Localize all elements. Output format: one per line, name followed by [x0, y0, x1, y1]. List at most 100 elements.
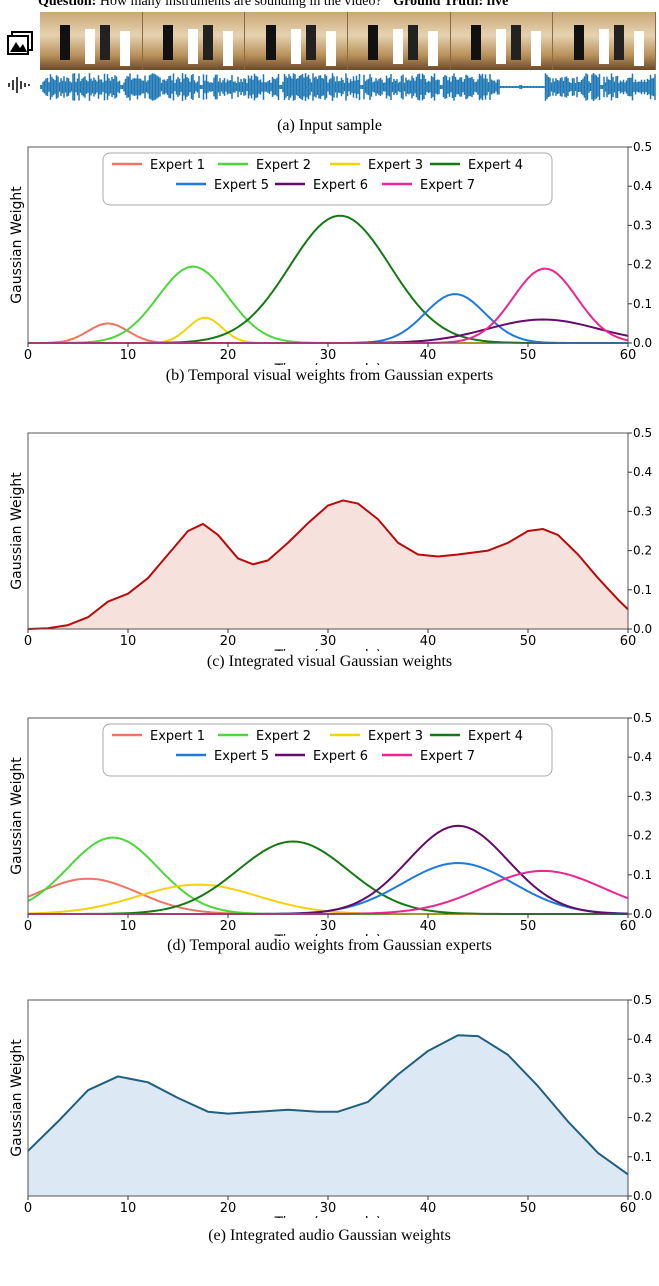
- x-tick-label: 50: [520, 919, 537, 934]
- x-tick-label: 30: [320, 634, 337, 649]
- legend-entry: Expert 6: [313, 749, 368, 764]
- expert-6-line: [28, 318, 629, 344]
- legend-entry: Expert 7: [420, 749, 475, 764]
- legend-entry: Expert 3: [368, 158, 423, 173]
- x-tick-label: 10: [120, 919, 137, 934]
- expert-4-line: [27, 840, 628, 915]
- x-axis-label: Time (seconds): [274, 362, 382, 365]
- integrated-weight-line: [27, 499, 629, 630]
- expert-3-line: [28, 316, 628, 344]
- chart-e: 0 10 20 30 40 50 600.0 0.1 0.2 0.3 0.4 0.5 Time (sec…: [9, 993, 652, 1218]
- x-tick-label: 40: [420, 919, 437, 934]
- y-tick-label: 0.5: [633, 993, 652, 1007]
- x-tick-label: 40: [420, 348, 437, 363]
- legend-entry: Expert 7: [420, 178, 475, 193]
- legend-entry: Expert 4: [468, 158, 523, 173]
- x-tick-label: 20: [220, 919, 237, 934]
- legend: Expert 1 Expert 2 Expert 3 Expert 4 Expert 5…: [102, 152, 553, 206]
- x-tick-label: 60: [620, 919, 637, 934]
- expert-4-line: [28, 214, 628, 344]
- y-tick-label: 0.1: [633, 868, 652, 882]
- x-tick-label: 60: [620, 634, 637, 649]
- x-axis-label: Time (seconds): [274, 933, 382, 936]
- y-tick-label: 0.5: [633, 140, 652, 154]
- y-tick-label: 0.1: [633, 1150, 652, 1164]
- legend-entry: Expert 5: [214, 178, 269, 193]
- y-tick-label: 0.0: [633, 622, 652, 636]
- y-tick-label: 0.0: [633, 907, 652, 921]
- x-tick-label: 40: [420, 1201, 437, 1216]
- chart-b: 0 10 20 30 40 50 600.0 0.1 0.2 0.3 0.4 0.5 Time (sec…: [9, 140, 652, 365]
- ground-truth-value: five: [486, 0, 509, 9]
- caption-d: (d) Temporal audio weights from Gaussian…: [167, 937, 492, 954]
- audio-waveform: [40, 73, 656, 101]
- y-tick-label: 0.3: [633, 218, 652, 232]
- legend-entry: Expert 5: [214, 749, 269, 764]
- video-frame: [40, 12, 143, 70]
- y-tick-label: 0.1: [633, 297, 652, 311]
- y-tick-label: 0.4: [633, 179, 652, 193]
- y-axis-label: Gaussian Weight: [9, 757, 25, 875]
- y-tick-label: 0.3: [633, 1071, 652, 1085]
- x-tick-label: 50: [520, 348, 537, 363]
- legend: Expert 1 Expert 2 Expert 3 Expert 4 Expert 5…: [102, 723, 553, 777]
- x-tick-label: 0: [24, 348, 32, 363]
- chart-c: 0 10 20 30 40 50 600.0 0.1 0.2 0.3 0.4 0.5 Time (sec…: [9, 426, 652, 651]
- x-tick-label: 50: [520, 1201, 537, 1216]
- y-axis-label: Gaussian Weight: [9, 472, 25, 590]
- x-tick-label: 40: [420, 634, 437, 649]
- y-tick-label: 0.3: [633, 504, 652, 518]
- legend-entry: Expert 2: [256, 158, 311, 173]
- x-tick-label: 60: [620, 1201, 637, 1216]
- image-stack-icon: [7, 31, 33, 55]
- legend-entry: Expert 3: [368, 729, 423, 744]
- y-tick-label: 0.0: [633, 336, 652, 350]
- x-tick-label: 30: [320, 348, 337, 363]
- x-tick-label: 30: [320, 919, 337, 934]
- y-tick-label: 0.2: [633, 258, 652, 272]
- video-frame: [553, 12, 657, 70]
- x-tick-label: 10: [120, 348, 137, 363]
- y-tick-label: 0.4: [633, 1032, 652, 1046]
- y-tick-label: 0.4: [633, 750, 652, 764]
- expert-1-line: [27, 322, 628, 344]
- question-label: Question:: [38, 0, 97, 9]
- caption-a: (a) Input sample: [277, 117, 382, 134]
- y-tick-label: 0.3: [633, 789, 652, 803]
- legend-entry: Expert 6: [313, 178, 368, 193]
- question-line: Question: How many instruments are sound…: [38, 0, 508, 10]
- y-axis-label: Gaussian Weight: [9, 1039, 25, 1157]
- legend-box: [102, 152, 553, 206]
- video-frame: [142, 12, 246, 70]
- expert-7-line: [28, 869, 629, 915]
- audio-waveform-icon: [8, 77, 30, 93]
- y-tick-label: 0.5: [633, 711, 652, 725]
- x-axis-label: Time (seconds): [274, 648, 382, 651]
- y-tick-label: 0.2: [633, 829, 652, 843]
- video-frame: [348, 12, 451, 70]
- x-tick-label: 20: [220, 634, 237, 649]
- caption-b: (b) Temporal visual weights from Gaussia…: [165, 367, 494, 384]
- x-tick-label: 0: [24, 919, 32, 934]
- y-tick-label: 0.1: [633, 583, 652, 597]
- legend-entry: Expert 1: [150, 729, 205, 744]
- video-frames: [40, 12, 657, 70]
- legend-box: [102, 723, 553, 777]
- legend-entry: Expert 1: [150, 158, 205, 173]
- caption-c: (c) Integrated visual Gaussian weights: [206, 653, 453, 670]
- x-tick-label: 60: [620, 348, 637, 363]
- y-tick-label: 0.5: [633, 426, 652, 440]
- x-axis-label: Time (seconds): [274, 1215, 382, 1218]
- y-tick-label: 0.2: [633, 544, 652, 558]
- x-tick-label: 10: [120, 634, 137, 649]
- y-tick-label: 0.4: [633, 465, 652, 479]
- x-tick-label: 50: [520, 634, 537, 649]
- chart-d: 0 10 20 30 40 50 600.0 0.1 0.2 0.3 0.4 0.5 Time (sec…: [9, 711, 652, 936]
- expert-7-line: [28, 267, 629, 344]
- video-frame: [450, 12, 554, 70]
- video-frame: [245, 12, 349, 70]
- legend-entry: Expert 4: [468, 729, 523, 744]
- x-tick-label: 20: [220, 1201, 237, 1216]
- area-fill: [28, 500, 628, 629]
- legend-entry: Expert 2: [256, 729, 311, 744]
